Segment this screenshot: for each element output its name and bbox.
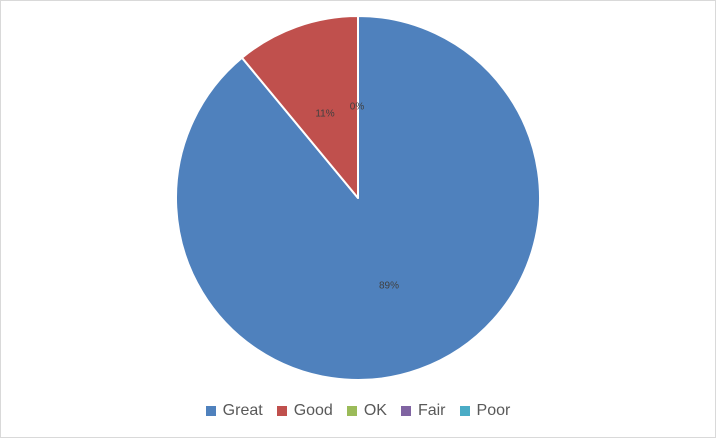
legend-swatch-ok	[346, 406, 357, 416]
data-label-great: 89%	[379, 281, 399, 292]
legend-label-great: Great	[222, 402, 263, 419]
legend-item-poor: Poor	[459, 402, 511, 420]
legend-item-great: Great	[205, 402, 263, 420]
data-labels: 89% 11% 0%	[315, 102, 399, 292]
legend-label-poor: Poor	[476, 402, 511, 419]
slice-good	[240, 15, 359, 199]
legend-item-ok: OK	[346, 402, 387, 420]
legend-swatch-good	[276, 406, 287, 416]
legend-swatch-fair	[400, 406, 411, 416]
legend-item-good: Good	[276, 402, 333, 420]
legend-swatch-great	[205, 406, 216, 416]
data-label-good: 11%	[315, 109, 334, 120]
legend-label-fair: Fair	[417, 402, 446, 419]
legend-label-ok: OK	[363, 402, 387, 419]
pie-slices	[175, 15, 541, 381]
legend-label-good: Good	[293, 402, 333, 419]
legend-swatch-poor	[459, 406, 470, 416]
data-label-ok: 0%	[350, 102, 365, 113]
legend-item-fair: Fair	[400, 402, 446, 420]
legend: Great Good OK Fair Poor	[1, 399, 715, 423]
